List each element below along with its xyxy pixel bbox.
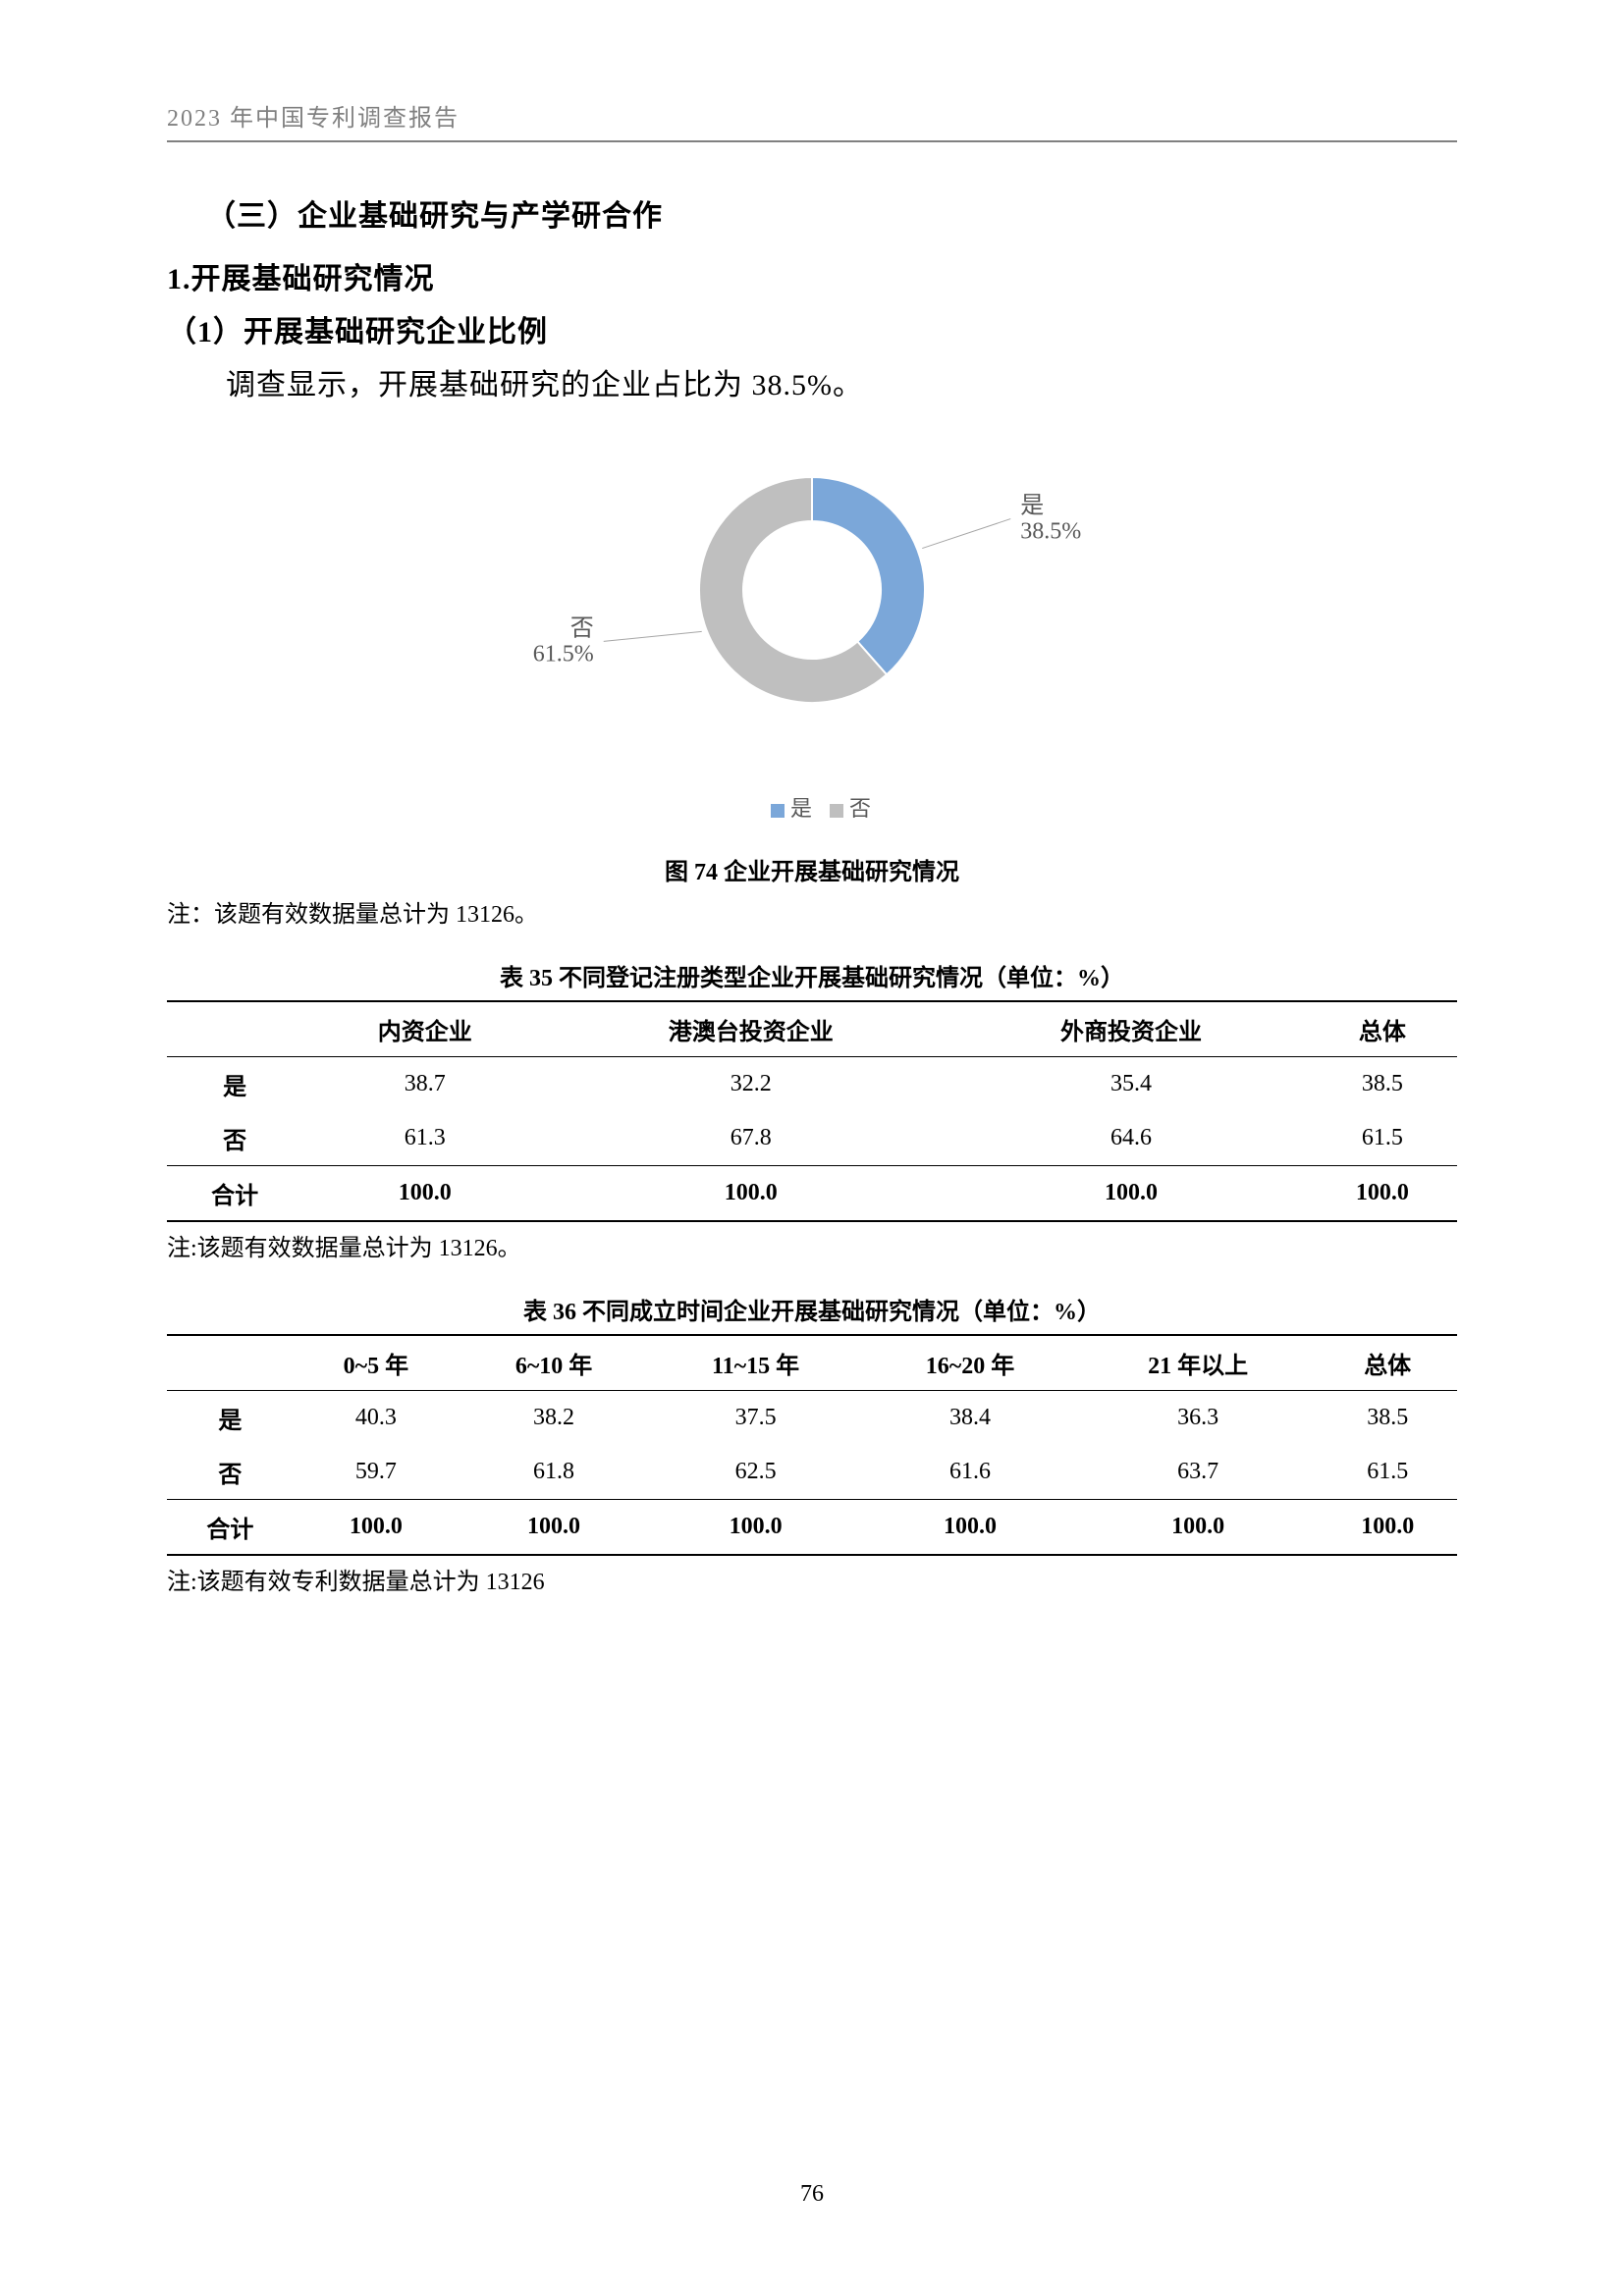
table-cell: 64.6 xyxy=(954,1111,1308,1166)
table-total-cell: 合计 xyxy=(167,1166,302,1222)
table-header-cell: 总体 xyxy=(1318,1335,1457,1391)
table-cell: 61.5 xyxy=(1318,1445,1457,1500)
table-35: 内资企业港澳台投资企业外商投资企业总体是38.732.235.438.5否61.… xyxy=(167,1000,1457,1222)
donut-callout: 38.5% xyxy=(1020,519,1081,545)
table-header-cell: 11~15 年 xyxy=(649,1335,862,1391)
donut-callout: 否 xyxy=(570,615,594,641)
table-cell: 38.4 xyxy=(862,1391,1078,1446)
table-header-cell: 内资企业 xyxy=(302,1001,547,1057)
table-total-cell: 100.0 xyxy=(862,1500,1078,1556)
table-36: 0~5 年6~10 年11~15 年16~20 年21 年以上总体是40.338… xyxy=(167,1334,1457,1556)
figure-caption: 图 74 企业开展基础研究情况 xyxy=(167,852,1457,886)
table36-caption: 表 36 不同成立时间企业开展基础研究情况（单位：%） xyxy=(167,1292,1457,1326)
table-header-cell: 总体 xyxy=(1308,1001,1457,1057)
legend-label: 是 xyxy=(790,796,812,821)
table36-note: 注:该题有效专利数据量总计为 13126 xyxy=(167,1562,1457,1596)
table-total-cell: 100.0 xyxy=(459,1500,649,1556)
table-cell: 59.7 xyxy=(294,1445,459,1500)
table-cell: 32.2 xyxy=(547,1057,954,1112)
legend-label: 否 xyxy=(849,796,871,821)
table-cell: 40.3 xyxy=(294,1391,459,1446)
table-total-cell: 100.0 xyxy=(1308,1166,1457,1222)
table-cell: 61.5 xyxy=(1308,1111,1457,1166)
table-cell: 38.5 xyxy=(1308,1057,1457,1112)
table-cell: 61.6 xyxy=(862,1445,1078,1500)
table-header-cell xyxy=(167,1335,294,1391)
table-header-cell xyxy=(167,1001,302,1057)
table-cell: 38.7 xyxy=(302,1057,547,1112)
table-total-cell: 合计 xyxy=(167,1500,294,1556)
table-cell: 35.4 xyxy=(954,1057,1308,1112)
table-cell: 67.8 xyxy=(547,1111,954,1166)
donut-slice-是 xyxy=(812,477,925,674)
table-total-cell: 100.0 xyxy=(1078,1500,1319,1556)
table-cell: 是 xyxy=(167,1391,294,1446)
table-cell: 61.8 xyxy=(459,1445,649,1500)
chart-legend: 是否 xyxy=(167,791,1457,823)
table-cell: 38.5 xyxy=(1318,1391,1457,1446)
table-total-cell: 100.0 xyxy=(302,1166,547,1222)
heading-level-5: （1）开展基础研究企业比例 xyxy=(167,307,1457,350)
table35-caption: 表 35 不同登记注册类型企业开展基础研究情况（单位：%） xyxy=(167,958,1457,992)
donut-chart: 是38.5%否61.5% 是否 xyxy=(167,443,1457,823)
table-header-cell: 外商投资企业 xyxy=(954,1001,1308,1057)
table-cell: 否 xyxy=(167,1445,294,1500)
table-cell: 38.2 xyxy=(459,1391,649,1446)
page-header: 2023 年中国专利调查报告 xyxy=(167,98,1457,142)
legend-swatch xyxy=(771,804,785,818)
table-total-cell: 100.0 xyxy=(649,1500,862,1556)
donut-callout: 是 xyxy=(1020,494,1044,519)
heading-level-4: 1.开展基础研究情况 xyxy=(167,254,1457,297)
table-cell: 62.5 xyxy=(649,1445,862,1500)
table35-note: 注:该题有效数据量总计为 13126。 xyxy=(167,1228,1457,1262)
page-number: 76 xyxy=(0,2181,1624,2208)
table-header-cell: 港澳台投资企业 xyxy=(547,1001,954,1057)
table-header-cell: 21 年以上 xyxy=(1078,1335,1319,1391)
table-cell: 否 xyxy=(167,1111,302,1166)
table-total-cell: 100.0 xyxy=(294,1500,459,1556)
figure-note: 注：该题有效数据量总计为 13126。 xyxy=(167,894,1457,929)
table-header-cell: 16~20 年 xyxy=(862,1335,1078,1391)
table-total-cell: 100.0 xyxy=(547,1166,954,1222)
table-cell: 61.3 xyxy=(302,1111,547,1166)
body-paragraph: 调查显示，开展基础研究的企业占比为 38.5%。 xyxy=(167,360,1457,403)
table-cell: 63.7 xyxy=(1078,1445,1319,1500)
heading-level-3: （三）企业基础研究与产学研合作 xyxy=(206,191,1457,235)
legend-swatch xyxy=(830,804,843,818)
table-total-cell: 100.0 xyxy=(954,1166,1308,1222)
table-header-cell: 0~5 年 xyxy=(294,1335,459,1391)
table-cell: 是 xyxy=(167,1057,302,1112)
table-cell: 36.3 xyxy=(1078,1391,1319,1446)
table-header-cell: 6~10 年 xyxy=(459,1335,649,1391)
table-total-cell: 100.0 xyxy=(1318,1500,1457,1556)
donut-callout: 61.5% xyxy=(533,641,594,667)
table-cell: 37.5 xyxy=(649,1391,862,1446)
